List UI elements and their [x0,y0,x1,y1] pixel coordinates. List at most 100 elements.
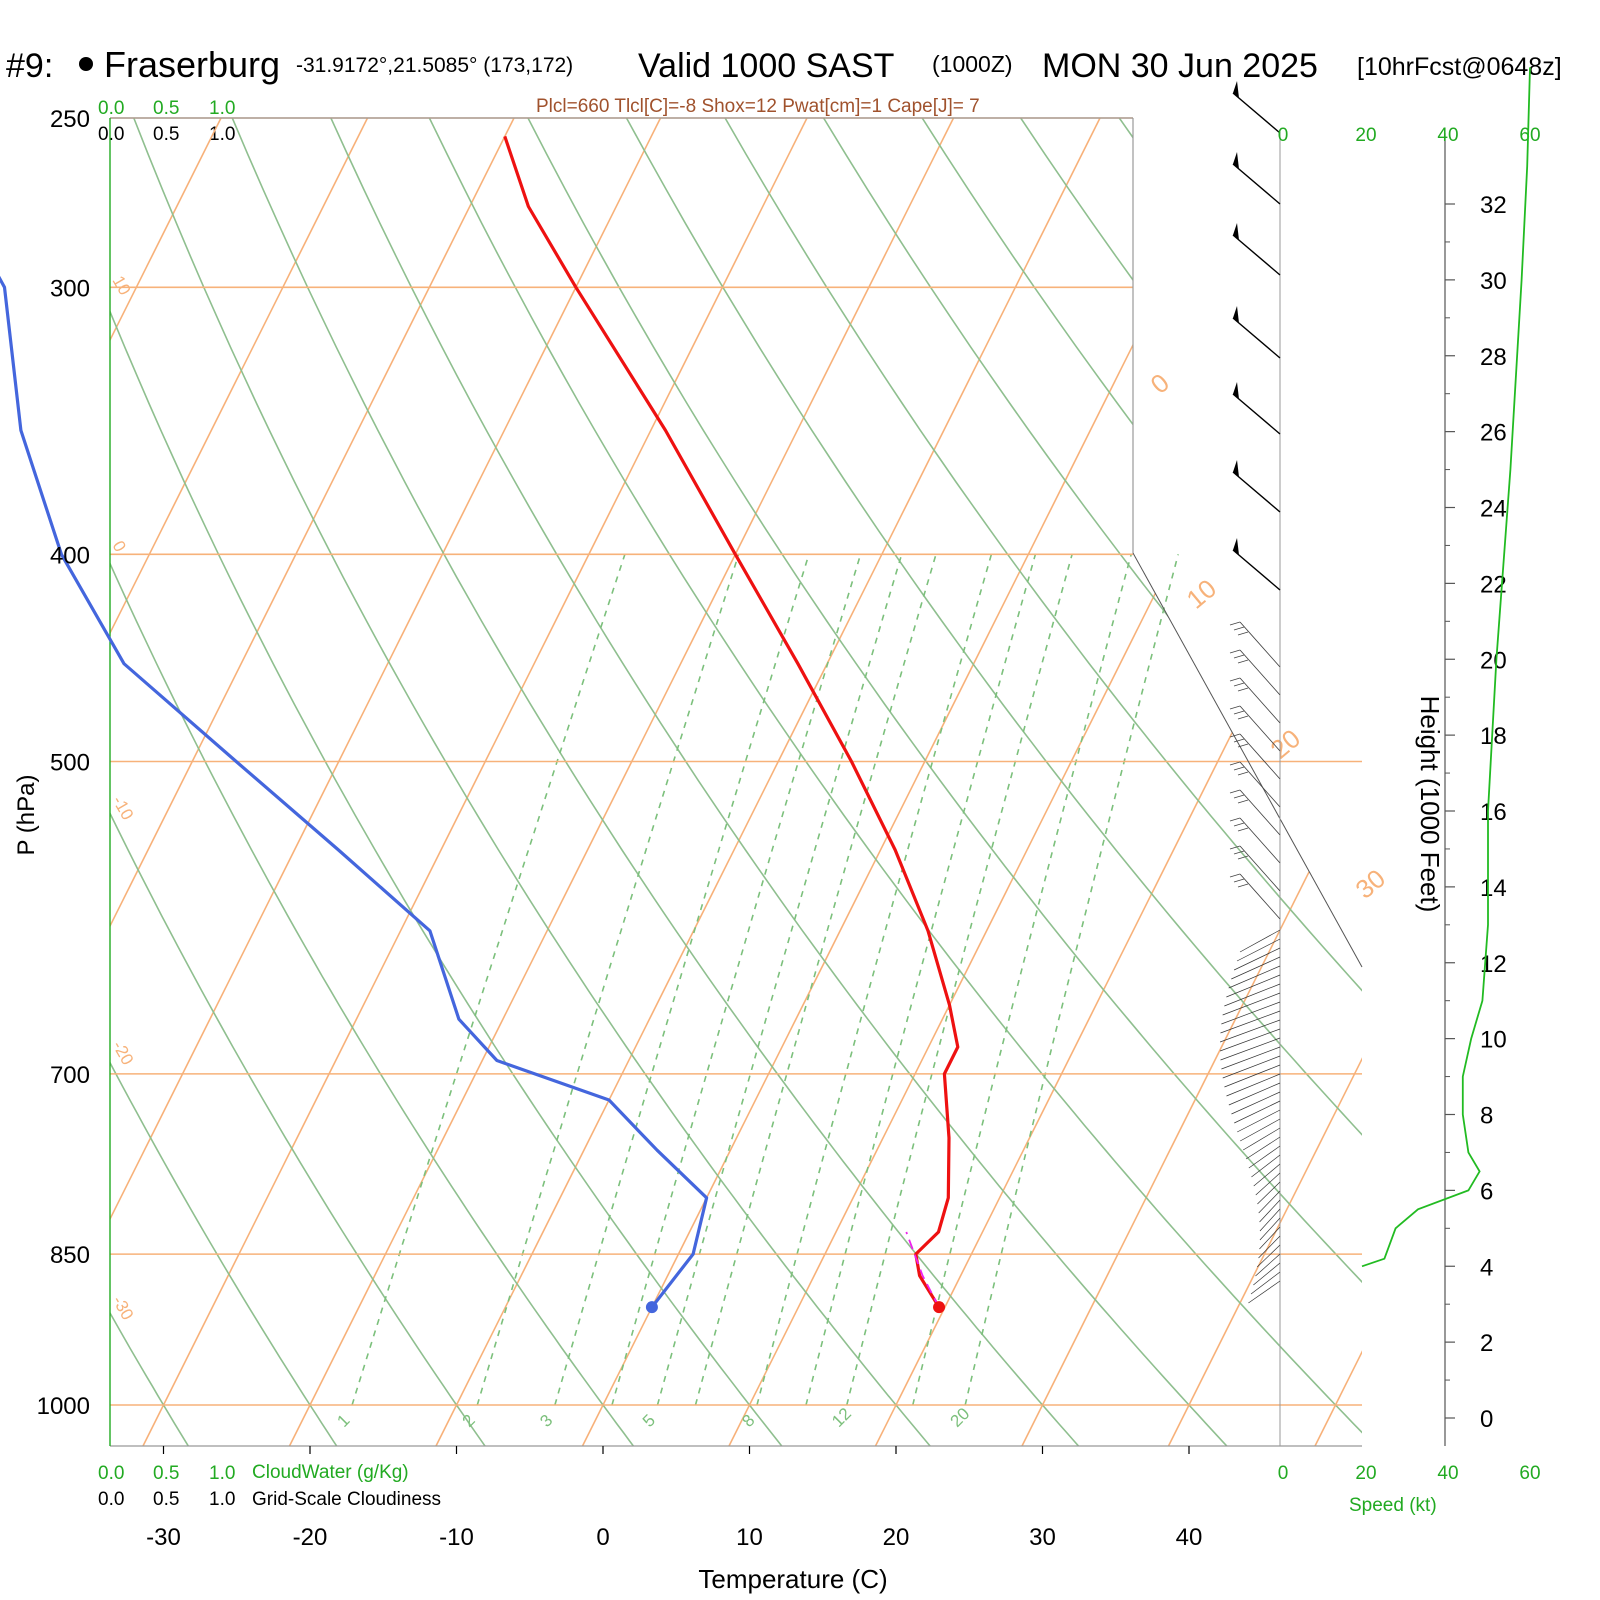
isotherm-line [1462,118,1600,1446]
surface-temperature-dot [933,1301,946,1314]
mixing-ratio-line [756,554,993,1406]
wind-barb-staff [1236,938,1281,962]
wind-barb-staff [1242,1127,1281,1151]
wind-barb-staff [1226,1073,1281,1097]
wind-barb-staff [1239,621,1281,668]
wind-barb-staff [1228,1082,1281,1106]
wind-barb-staff [1239,873,1281,920]
speed-tick-top: 20 [1355,125,1376,146]
wind-barb-staff [1232,471,1281,513]
wind-barb-staff [1259,1199,1281,1223]
mixing-ratio-grid [351,554,1179,1406]
p-tick-label: 850 [50,1242,90,1269]
wind-barb-staff [1239,789,1281,836]
wind-barb-staff [1248,1145,1281,1169]
mixing-ratio-line [611,554,862,1406]
wind-barb-staff [1255,1172,1281,1196]
dry-adiabat-line [508,118,1362,1446]
height-tick-label: 6 [1480,1178,1493,1205]
wind-barb-feather [1229,733,1241,738]
height-tick-label: 28 [1480,344,1507,371]
p-tick-label: 400 [50,542,90,569]
dry-adiabat-line [215,118,1107,1446]
wind-barb-staff [1253,1262,1281,1286]
wind-barb-staff [1228,965,1281,989]
isotherm-grid [110,118,1600,1446]
wind-barb-feather [1229,649,1241,654]
speed-tick-top: 40 [1437,125,1458,146]
wind-barb-feather [1229,621,1241,626]
wind-barb-staff [1232,163,1281,205]
stability-indices: Plcl=660 Tlcl[C]=-8 Shox=12 Pwat[cm]=1 C… [536,96,980,117]
wind-barb-pennant [1233,306,1239,323]
mixing-ratio-label: 3 [536,1411,556,1431]
wind-barb-staff [1222,1055,1281,1079]
wind-barb-staff [1234,1100,1281,1124]
dry-adiabat-line [118,118,957,1446]
wind-barb-staff [1245,1136,1281,1160]
isotherm-line [1021,118,1362,1446]
parcel-trace [905,1231,940,1308]
top-black-0: 0.0 [98,124,124,145]
zulu-time: (1000Z) [932,51,1013,77]
mixing-ratio-label: 2 [459,1411,479,1431]
mixing-ratio-label: 1 [333,1411,353,1431]
dry-adiabat-line [410,118,1362,1446]
bottom-legend: 0.0 0.5 1.0 CloudWater (g/Kg) 0.0 0.5 1.… [98,1462,441,1510]
isotherm-line [435,118,1101,1446]
wind-barb-staff [1219,1019,1281,1043]
wind-barb-feather [1233,626,1245,631]
wind-barb-staff [1248,1280,1281,1304]
wind-barb-staff [1226,974,1281,998]
wind-barb-feather [1229,845,1241,850]
wind-barb-staff [1222,992,1281,1016]
wind-barb-feather [1229,677,1241,682]
wind-barb-feather [1237,687,1249,692]
height-tick-label: 20 [1480,647,1507,674]
wind-barb-feather [1237,659,1249,664]
wind-barb-staff [1255,1253,1281,1277]
bottom-black-2: 1.0 [209,1489,235,1510]
dry-adiabat-grid [110,118,1362,1446]
dry-adiabat-line [702,118,1362,1446]
mixing-ratio-label: 12 [828,1404,855,1431]
isotherm-line [142,118,808,1446]
station-name: Fraserburg [104,44,280,85]
mixing-ratio-line [694,554,937,1406]
wind-barb-feather [1233,850,1245,855]
mixing-ratio-label: 20 [947,1404,974,1431]
speed-tick-top: 60 [1519,125,1540,146]
wind-barb-feather [1237,855,1249,860]
bottom-green-0: 0.0 [98,1463,124,1484]
wind-barb-staff [1231,956,1281,980]
height-tick-label: 26 [1480,420,1507,447]
frame-diagonal [1132,552,1363,968]
dry-adiabat-line [995,118,1362,1446]
station-dot-icon [79,57,93,71]
dry-adiabat-line [110,118,807,1446]
wind-barb-feather [1233,822,1245,827]
wind-barb-staff [1232,234,1281,276]
isotherm-label-right: 20 [1265,723,1306,765]
height-tick-label: 4 [1480,1254,1493,1281]
speed-axis-title: Speed (kt) [1349,1495,1437,1516]
isotherm-label-right: 10 [1181,573,1222,615]
mixing-ratio-line [554,554,810,1406]
bottom-black-0: 0.0 [98,1489,124,1510]
wind-barb-feather [1229,705,1241,710]
wind-barb-feather [1237,883,1249,888]
wind-barb-staff [1220,1037,1281,1061]
wind-barb-pennant [1233,460,1239,477]
wind-barb-staff [1224,1064,1281,1088]
wind-barb-feather [1229,761,1241,766]
isotherm-line [110,118,662,1446]
sounding-traces [0,135,960,1314]
x-tick-label: 30 [1029,1524,1056,1551]
wind-barb-pennant [1233,538,1239,555]
isotherm-line [1167,118,1362,1446]
